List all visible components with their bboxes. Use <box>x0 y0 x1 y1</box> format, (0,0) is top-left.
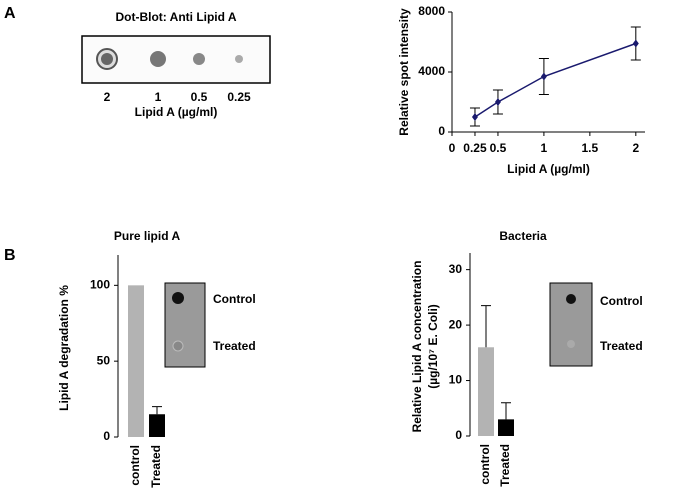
y-axis-label: Relative Lipid A concentration <box>410 261 424 433</box>
blot-dot <box>235 55 243 63</box>
y-tick-label: 4000 <box>418 64 445 78</box>
error-bar <box>481 305 491 348</box>
blot-label: 1 <box>155 90 162 104</box>
blot-dot <box>150 51 166 67</box>
x-tick-label: control <box>128 445 142 486</box>
inset-label: Treated <box>213 339 256 353</box>
inset-blot <box>164 282 206 368</box>
point <box>471 113 478 121</box>
blot-label: 2 <box>104 90 111 104</box>
blot-label: 0.25 <box>227 90 251 104</box>
y-tick-label: 0 <box>103 429 110 443</box>
y-tick-label: 100 <box>90 278 110 292</box>
blot-title: Dot-Blot: Anti Lipid A <box>115 10 236 24</box>
inset-dot <box>172 340 184 352</box>
chart-title: Bacteria <box>499 229 547 243</box>
x-tick-label: control <box>478 444 492 485</box>
bar <box>498 419 514 436</box>
x-tick-label: 0 <box>449 141 456 155</box>
inset-label: Control <box>213 292 256 306</box>
inset-label: Control <box>600 294 643 308</box>
error-bar <box>501 402 511 420</box>
bar <box>478 347 494 436</box>
y-axis-label: Relative spot intensity <box>397 8 411 136</box>
y-tick-label: 30 <box>449 262 463 276</box>
panel-label: B <box>4 247 16 264</box>
x-axis-label: Lipid A (µg/ml) <box>507 162 590 176</box>
inset-dot <box>567 340 575 348</box>
y-axis-label: (µg/10⁷ E. Coli) <box>426 304 440 389</box>
x-tick-label: Treated <box>149 445 163 488</box>
x-tick-label: 0.5 <box>490 141 507 155</box>
y-tick-label: 0 <box>455 428 462 442</box>
inset-dot <box>172 292 184 304</box>
y-tick-label: 20 <box>449 317 463 331</box>
inset-label: Treated <box>600 339 643 353</box>
blot-xlabel: Lipid A (µg/ml) <box>135 105 218 119</box>
error-bar <box>152 406 162 415</box>
y-axis-label: Lipid A degradation % <box>57 285 71 411</box>
chart-title: Pure lipid A <box>114 229 181 243</box>
y-tick-label: 10 <box>449 373 463 387</box>
point <box>540 72 547 81</box>
blot-dot <box>193 53 205 65</box>
x-tick-label: 0.25 <box>463 141 487 155</box>
x-tick-label: Treated <box>498 444 512 487</box>
inset-dot <box>566 294 576 304</box>
line <box>474 42 637 118</box>
y-tick-label: 0 <box>438 124 445 138</box>
bar <box>128 285 144 437</box>
y-tick-label: 50 <box>97 353 111 367</box>
x-tick-label: 1 <box>541 141 548 155</box>
bar <box>149 414 165 437</box>
blot-dot <box>101 53 113 65</box>
panel-label: A <box>4 5 16 22</box>
blot-label: 0.5 <box>191 90 208 104</box>
point <box>494 98 501 106</box>
point <box>632 39 639 48</box>
y-tick-label: 8000 <box>418 4 445 18</box>
x-tick-label: 1.5 <box>582 141 599 155</box>
x-tick-label: 2 <box>632 141 639 155</box>
